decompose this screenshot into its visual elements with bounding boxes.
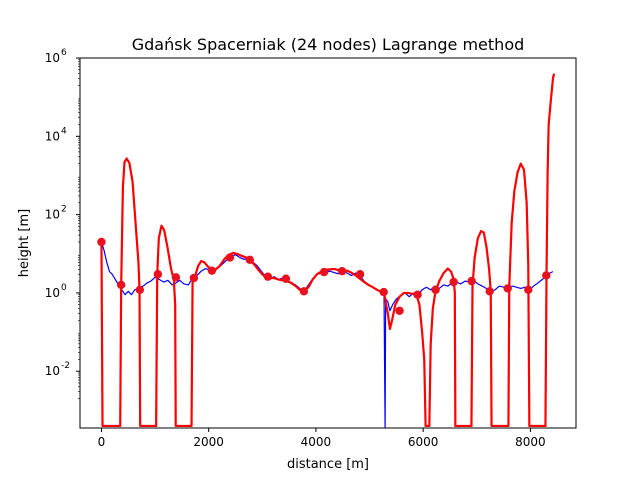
node-point bbox=[189, 273, 199, 283]
node-point bbox=[395, 306, 404, 315]
interpolation-nodes-series bbox=[97, 237, 551, 315]
node-point bbox=[431, 285, 440, 295]
y-tick-exponent: 4 bbox=[61, 126, 67, 136]
node-point bbox=[207, 266, 217, 275]
y-tick-exponent: 6 bbox=[61, 48, 67, 58]
node-point bbox=[503, 284, 512, 293]
y-axis-label: height [m] bbox=[17, 209, 32, 277]
node-point bbox=[319, 267, 329, 277]
x-tick-label: 2000 bbox=[193, 435, 224, 449]
plot-frame bbox=[79, 57, 577, 429]
x-tick-label: 6000 bbox=[408, 435, 439, 449]
y-tick-label: 10 bbox=[45, 129, 60, 143]
x-tick-label: 0 bbox=[98, 435, 106, 449]
chart-title: Gdańsk Spacerniak (24 nodes) Lagrange me… bbox=[132, 35, 525, 54]
node-point bbox=[413, 290, 422, 299]
node-point bbox=[542, 271, 551, 280]
node-point bbox=[485, 287, 494, 296]
node-point bbox=[171, 273, 181, 282]
node-point bbox=[225, 253, 235, 262]
y-tick-label: 10 bbox=[45, 208, 60, 222]
x-tick-label: 4000 bbox=[301, 435, 332, 449]
node-point bbox=[263, 272, 273, 281]
x-tick-label: 8000 bbox=[515, 435, 546, 449]
y-tick-label: 10 bbox=[45, 286, 60, 300]
node-point bbox=[153, 270, 163, 279]
y-tick-label: 10 bbox=[45, 51, 60, 65]
node-point bbox=[524, 285, 533, 295]
node-point bbox=[449, 277, 458, 287]
y-tick-label: 10 bbox=[45, 364, 60, 378]
x-axis-ticks: 0 2000 4000 6000 8000 bbox=[98, 428, 546, 449]
node-point bbox=[245, 255, 255, 265]
node-point bbox=[355, 270, 365, 279]
y-tick-exponent: -2 bbox=[61, 361, 70, 371]
node-point bbox=[281, 274, 291, 283]
node-point bbox=[467, 276, 476, 286]
node-point bbox=[299, 287, 309, 296]
node-point bbox=[135, 285, 145, 295]
x-axis-label: distance [m] bbox=[287, 457, 369, 472]
y-tick-exponent: 0 bbox=[61, 283, 67, 293]
y-tick-exponent: 2 bbox=[61, 205, 67, 215]
plot-area bbox=[97, 73, 556, 428]
node-point bbox=[337, 266, 347, 276]
node-point bbox=[97, 237, 106, 247]
node-point bbox=[379, 287, 388, 297]
node-point bbox=[116, 280, 126, 290]
